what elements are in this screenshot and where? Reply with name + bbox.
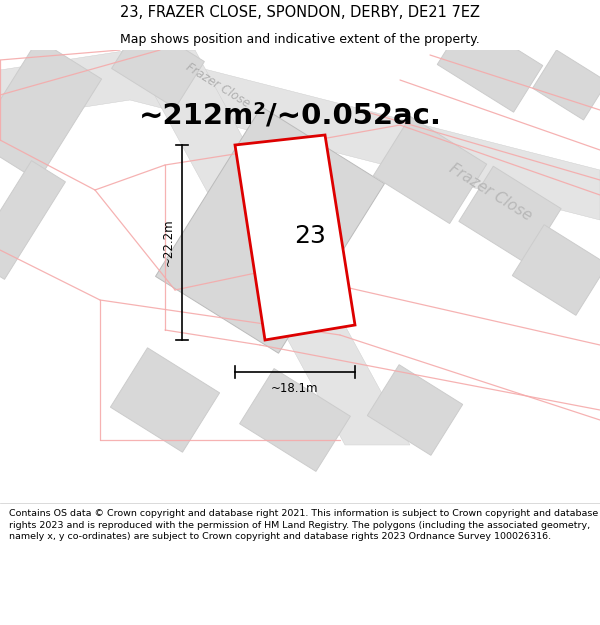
Polygon shape [459,166,561,264]
Text: 23: 23 [294,224,326,248]
Polygon shape [437,18,543,112]
Text: Contains OS data © Crown copyright and database right 2021. This information is : Contains OS data © Crown copyright and d… [9,509,598,541]
Polygon shape [239,369,350,471]
Polygon shape [0,161,65,279]
Text: Frazer Close: Frazer Close [446,161,534,223]
Polygon shape [367,364,463,456]
Text: ~22.2m: ~22.2m [161,219,175,266]
Polygon shape [0,50,600,220]
Polygon shape [235,135,355,340]
Text: Map shows position and indicative extent of the property.: Map shows position and indicative extent… [120,32,480,46]
Text: 23, FRAZER CLOSE, SPONDON, DERBY, DE21 7EZ: 23, FRAZER CLOSE, SPONDON, DERBY, DE21 7… [120,5,480,20]
Polygon shape [512,224,600,316]
Polygon shape [155,107,385,353]
Polygon shape [373,116,487,224]
Polygon shape [533,50,600,120]
Text: ~212m²/~0.052ac.: ~212m²/~0.052ac. [139,101,442,129]
Polygon shape [0,39,101,181]
Text: ~18.1m: ~18.1m [271,381,319,394]
Polygon shape [130,50,410,445]
Text: Frazer Close: Frazer Close [184,60,253,110]
Polygon shape [110,348,220,452]
Polygon shape [112,22,205,108]
